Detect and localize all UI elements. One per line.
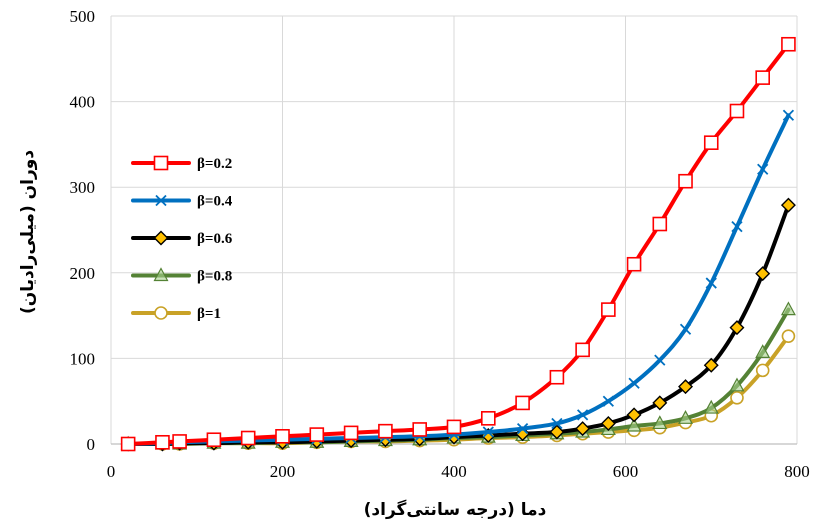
legend-marker bbox=[153, 155, 169, 171]
data-point bbox=[755, 363, 770, 378]
legend-item: β=0.2 bbox=[131, 155, 232, 172]
legend-label: β=0.2 bbox=[197, 156, 232, 172]
data-point bbox=[781, 36, 796, 52]
y-tick-label: 100 bbox=[70, 349, 96, 368]
data-point bbox=[626, 256, 642, 272]
data-point bbox=[515, 395, 530, 411]
data-point bbox=[626, 407, 642, 423]
data-point bbox=[755, 344, 771, 359]
x-tick-label: 0 bbox=[107, 462, 116, 481]
data-point bbox=[781, 329, 796, 343]
y-tick-label: 0 bbox=[87, 435, 96, 454]
data-point bbox=[120, 436, 136, 452]
data-point bbox=[780, 301, 796, 316]
data-point bbox=[730, 390, 744, 405]
data-point bbox=[678, 379, 694, 395]
data-point bbox=[703, 357, 719, 373]
data-point bbox=[240, 430, 256, 446]
legend-item: β=1 bbox=[131, 306, 221, 322]
data-point bbox=[652, 216, 668, 232]
x-tick-label: 600 bbox=[613, 462, 639, 481]
data-point bbox=[551, 417, 563, 430]
legend-marker bbox=[154, 306, 168, 320]
data-point bbox=[516, 422, 529, 435]
data-point bbox=[575, 342, 590, 358]
y-axis-title: دوران (میلی‌رادیان) bbox=[18, 150, 38, 314]
data-point bbox=[782, 109, 795, 121]
data-point bbox=[652, 395, 668, 411]
data-point bbox=[602, 395, 614, 407]
data-point bbox=[628, 377, 640, 389]
data-point bbox=[703, 135, 719, 150]
data-point bbox=[378, 423, 393, 439]
x-tick-label: 200 bbox=[270, 462, 296, 481]
data-point bbox=[731, 220, 743, 233]
data-point bbox=[575, 421, 591, 437]
legend-marker bbox=[153, 267, 169, 282]
y-tick-label: 500 bbox=[70, 7, 96, 26]
data-point bbox=[703, 399, 719, 414]
x-axis-title: دما (درجه سانتی‌گراد) bbox=[364, 499, 547, 520]
data-point bbox=[757, 163, 769, 175]
x-axis-ticks: 0 200 400 600 800 bbox=[107, 462, 810, 481]
data-point bbox=[729, 103, 745, 119]
legend-label: β=0.4 bbox=[197, 194, 233, 210]
data-point bbox=[729, 320, 745, 336]
data-point bbox=[755, 266, 771, 282]
legend: β=0.2 β=0.4 β=0.6 β=0.8 β=1 bbox=[131, 155, 233, 322]
data-point bbox=[729, 377, 745, 392]
data-point bbox=[780, 197, 796, 213]
legend-label: β=0.8 bbox=[197, 269, 232, 285]
data-point bbox=[678, 173, 693, 189]
data-point bbox=[576, 409, 589, 421]
y-axis-ticks: 0 100 200 300 400 500 bbox=[70, 7, 96, 454]
data-point bbox=[206, 432, 222, 448]
data-point bbox=[549, 369, 565, 385]
x-tick-label: 800 bbox=[784, 462, 810, 481]
data-point bbox=[601, 302, 616, 317]
data-point bbox=[755, 70, 771, 85]
series-0.2 bbox=[120, 36, 796, 452]
y-tick-label: 400 bbox=[70, 93, 96, 112]
data-point bbox=[654, 354, 666, 366]
series-layer bbox=[120, 36, 796, 452]
data-point bbox=[626, 417, 642, 432]
legend-item: β=0.8 bbox=[131, 267, 232, 285]
data-point bbox=[275, 428, 290, 444]
legend-item: β=0.4 bbox=[131, 194, 233, 210]
legend-item: β=0.6 bbox=[131, 230, 233, 247]
data-point bbox=[678, 410, 694, 424]
data-point bbox=[412, 422, 428, 437]
data-point bbox=[155, 434, 170, 450]
data-point bbox=[679, 323, 692, 335]
legend-label: β=0.6 bbox=[197, 231, 233, 247]
data-point bbox=[652, 415, 668, 430]
data-point bbox=[549, 424, 565, 440]
data-point bbox=[705, 277, 717, 289]
legend-marker bbox=[153, 230, 169, 246]
data-point bbox=[446, 419, 462, 435]
y-tick-label: 300 bbox=[70, 178, 96, 197]
legend-marker bbox=[155, 194, 167, 207]
legend-label: β=1 bbox=[197, 306, 221, 322]
data-point bbox=[600, 415, 616, 431]
data-point bbox=[343, 425, 359, 441]
y-tick-label: 200 bbox=[70, 264, 96, 283]
data-point bbox=[482, 426, 494, 438]
data-point bbox=[480, 411, 496, 426]
x-tick-label: 400 bbox=[441, 462, 467, 481]
data-point bbox=[309, 427, 325, 442]
data-point bbox=[172, 434, 187, 449]
